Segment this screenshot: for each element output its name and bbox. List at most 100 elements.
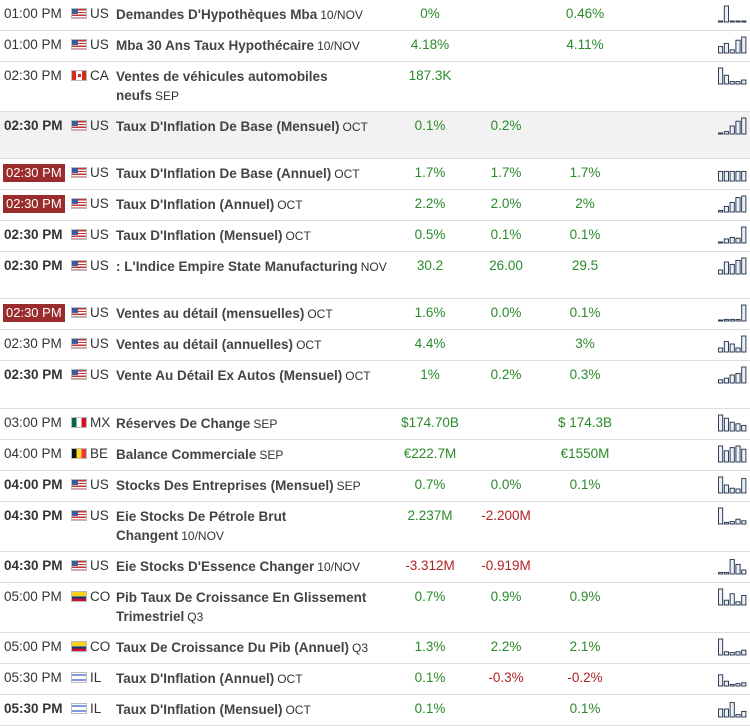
event-title[interactable]: Eie Stocks D'Essence Changer: [116, 559, 315, 574]
event-title[interactable]: Eie Stocks De Pétrole Brut Changent: [116, 509, 287, 543]
sparkline-cell[interactable]: [625, 694, 750, 726]
event-row[interactable]: 01:00 PM US Mba 30 Ans Taux Hypothécaire…: [0, 30, 750, 62]
event-name-cell[interactable]: Taux D'Inflation (Mensuel) OCT: [116, 694, 393, 726]
sparkline-cell[interactable]: [625, 61, 750, 112]
history-sparkline-icon[interactable]: [718, 556, 748, 576]
sparkline-cell[interactable]: [625, 298, 750, 330]
history-sparkline-icon[interactable]: [718, 413, 748, 433]
sparkline-cell[interactable]: [625, 158, 750, 190]
event-row[interactable]: 02:30 PM US Taux D'Inflation De Base (An…: [0, 158, 750, 190]
event-title[interactable]: Taux De Croissance Du Pib (Annuel): [116, 640, 350, 655]
event-name-cell[interactable]: Mba 30 Ans Taux Hypothécaire 10/NOV: [116, 30, 393, 62]
event-name-cell[interactable]: Ventes au détail (mensuelles) OCT: [116, 298, 393, 330]
sparkline-cell[interactable]: [625, 470, 750, 502]
event-title[interactable]: Taux D'Inflation (Mensuel): [116, 228, 283, 243]
event-name-cell[interactable]: Taux D'Inflation (Annuel) OCT: [116, 663, 393, 695]
event-row[interactable]: 02:30 PM US Ventes au détail (annuelles)…: [0, 329, 750, 361]
event-title[interactable]: Ventes de véhicules automobiles neufs: [116, 69, 328, 103]
sparkline-cell[interactable]: [625, 220, 750, 252]
event-row[interactable]: 05:30 PM IL Taux D'Inflation (Annuel) OCT…: [0, 663, 750, 695]
event-name-cell[interactable]: Taux D'Inflation (Mensuel) OCT: [116, 220, 393, 252]
event-name-cell[interactable]: : L'Indice Empire State Manufacturing NOV: [116, 251, 393, 299]
event-row[interactable]: 02:30 PM US Taux D'Inflation (Mensuel) OC…: [0, 220, 750, 252]
event-row[interactable]: 02:30 PM US : L'Indice Empire State Manu…: [0, 251, 750, 299]
event-name-cell[interactable]: Ventes au détail (annuelles) OCT: [116, 329, 393, 361]
sparkline-cell[interactable]: [625, 632, 750, 664]
history-sparkline-icon[interactable]: [718, 334, 748, 354]
event-row[interactable]: 05:30 PM IL Taux D'Inflation (Mensuel) OC…: [0, 694, 750, 726]
event-row[interactable]: 04:00 PM BE Balance Commerciale SEP €222.…: [0, 439, 750, 471]
history-sparkline-icon[interactable]: [718, 35, 748, 55]
event-row[interactable]: 04:30 PM US Eie Stocks D'Essence Changer…: [0, 551, 750, 583]
history-sparkline-icon[interactable]: [718, 163, 748, 183]
event-row[interactable]: 05:00 PM CO Taux De Croissance Du Pib (A…: [0, 632, 750, 664]
event-name-cell[interactable]: Taux D'Inflation (Annuel) OCT: [116, 189, 393, 221]
sparkline-cell[interactable]: [625, 111, 750, 159]
event-title[interactable]: Taux D'Inflation (Annuel): [116, 197, 275, 212]
history-sparkline-icon[interactable]: [718, 225, 748, 245]
sparkline-cell[interactable]: [625, 329, 750, 361]
event-title[interactable]: Demandes D'Hypothèques Mba: [116, 7, 318, 22]
event-title[interactable]: Taux D'Inflation De Base (Mensuel): [116, 119, 340, 134]
event-name-cell[interactable]: Stocks Des Entreprises (Mensuel) SEP: [116, 470, 393, 502]
sparkline-cell[interactable]: [625, 551, 750, 583]
event-name-cell[interactable]: Eie Stocks De Pétrole Brut Changent 10/NO…: [116, 501, 393, 552]
event-title[interactable]: Pib Taux De Croissance En Glissement Tri…: [116, 590, 367, 624]
event-row[interactable]: 02:30 PM US Taux D'Inflation (Annuel) OCT…: [0, 189, 750, 221]
event-title[interactable]: Stocks Des Entreprises (Mensuel): [116, 478, 334, 493]
history-sparkline-icon[interactable]: [718, 587, 748, 607]
sparkline-cell[interactable]: [625, 408, 750, 440]
history-sparkline-icon[interactable]: [718, 668, 748, 688]
sparkline-cell[interactable]: [625, 189, 750, 221]
event-row[interactable]: 02:30 PM US Taux D'Inflation De Base (Me…: [0, 111, 750, 159]
history-sparkline-icon[interactable]: [718, 66, 748, 86]
sparkline-cell[interactable]: [625, 501, 750, 552]
event-name-cell[interactable]: Demandes D'Hypothèques Mba 10/NOV: [116, 0, 393, 31]
event-row[interactable]: 04:30 PM US Eie Stocks De Pétrole Brut C…: [0, 501, 750, 552]
sparkline-cell[interactable]: [625, 582, 750, 633]
event-row[interactable]: 02:30 PM US Ventes au détail (mensuelles…: [0, 298, 750, 330]
event-name-cell[interactable]: Taux D'Inflation De Base (Annuel) OCT: [116, 158, 393, 190]
history-sparkline-icon[interactable]: [718, 444, 748, 464]
sparkline-cell[interactable]: [625, 251, 750, 299]
history-sparkline-icon[interactable]: [718, 699, 748, 719]
event-title[interactable]: Vente Au Détail Ex Autos (Mensuel): [116, 368, 343, 383]
event-row[interactable]: 02:30 PM US Vente Au Détail Ex Autos (Me…: [0, 360, 750, 409]
event-name-cell[interactable]: Vente Au Détail Ex Autos (Mensuel) OCT: [116, 360, 393, 409]
history-sparkline-icon[interactable]: [718, 637, 748, 657]
event-title[interactable]: Ventes au détail (mensuelles): [116, 306, 305, 321]
event-name-cell[interactable]: Réserves De Change SEP: [116, 408, 393, 440]
event-row[interactable]: 01:00 PM US Demandes D'Hypothèques Mba 10…: [0, 0, 750, 31]
event-title[interactable]: Taux D'Inflation (Mensuel): [116, 702, 283, 717]
event-title[interactable]: Balance Commerciale: [116, 447, 257, 462]
sparkline-cell[interactable]: [625, 439, 750, 471]
event-row[interactable]: 02:30 PM CA Ventes de véhicules automobi…: [0, 61, 750, 112]
sparkline-cell[interactable]: [625, 0, 750, 31]
event-name-cell[interactable]: Taux De Croissance Du Pib (Annuel) Q3: [116, 632, 393, 664]
event-name-cell[interactable]: Ventes de véhicules automobiles neufs SEP: [116, 61, 393, 112]
history-sparkline-icon[interactable]: [718, 4, 748, 24]
history-sparkline-icon[interactable]: [718, 475, 748, 495]
history-sparkline-icon[interactable]: [718, 256, 748, 276]
history-sparkline-icon[interactable]: [718, 194, 748, 214]
event-title[interactable]: Ventes au détail (annuelles): [116, 337, 294, 352]
sparkline-cell[interactable]: [625, 360, 750, 409]
sparkline-cell[interactable]: [625, 30, 750, 62]
history-sparkline-icon[interactable]: [718, 365, 748, 385]
event-name-cell[interactable]: Taux D'Inflation De Base (Mensuel) OCT: [116, 111, 393, 159]
sparkline-cell[interactable]: [625, 663, 750, 695]
event-name-cell[interactable]: Balance Commerciale SEP: [116, 439, 393, 471]
event-title[interactable]: Mba 30 Ans Taux Hypothécaire: [116, 38, 315, 53]
event-title[interactable]: Taux D'Inflation (Annuel): [116, 671, 275, 686]
history-sparkline-icon[interactable]: [718, 506, 748, 526]
event-row[interactable]: 03:00 PM MX Réserves De Change SEP $174.7…: [0, 408, 750, 440]
event-row[interactable]: 05:00 PM CO Pib Taux De Croissance En Gl…: [0, 582, 750, 633]
event-title[interactable]: Réserves De Change: [116, 416, 251, 431]
event-name-cell[interactable]: Eie Stocks D'Essence Changer 10/NOV: [116, 551, 393, 583]
event-title[interactable]: : L'Indice Empire State Manufacturing: [116, 259, 358, 274]
event-name-cell[interactable]: Pib Taux De Croissance En Glissement Tri…: [116, 582, 393, 633]
history-sparkline-icon[interactable]: [718, 303, 748, 323]
event-title[interactable]: Taux D'Inflation De Base (Annuel): [116, 166, 332, 181]
history-sparkline-icon[interactable]: [718, 116, 748, 136]
event-row[interactable]: 04:00 PM US Stocks Des Entreprises (Mens…: [0, 470, 750, 502]
